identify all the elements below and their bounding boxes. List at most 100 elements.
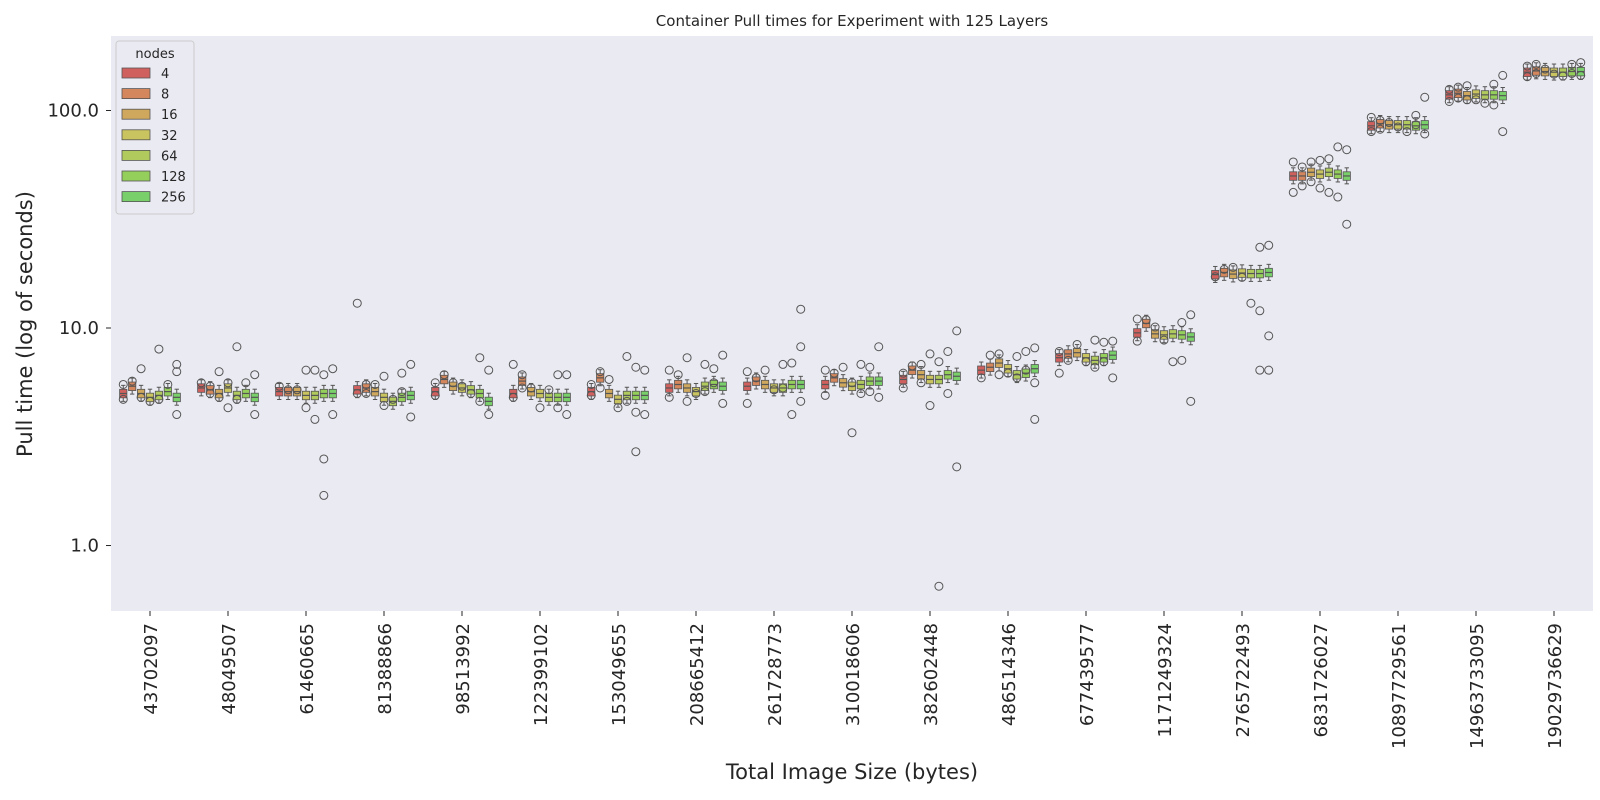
outlier-point (709, 364, 719, 374)
legend-label: 8 (161, 88, 169, 103)
box-128-81388866 (397, 368, 407, 406)
outlier-point (640, 365, 650, 375)
box-8-48049507 (205, 381, 215, 399)
outlier-point (1471, 95, 1481, 105)
outlier-point (508, 392, 518, 402)
box-32-10897729561 (1393, 116, 1403, 134)
outlier-point (994, 349, 1004, 359)
box-8-43702097 (127, 376, 137, 395)
outlier-point (925, 401, 935, 411)
legend-swatch (121, 108, 151, 120)
outlier-point (751, 373, 761, 383)
box-16-261728773 (760, 365, 770, 393)
outlier-point (640, 410, 650, 420)
outlier-point (1489, 79, 1499, 89)
outlier-point (1108, 336, 1118, 346)
outlier-point (241, 378, 251, 388)
box-64-382602448 (934, 357, 944, 591)
outlier-point (196, 378, 206, 388)
outlier-point (769, 385, 779, 395)
outlier-point (1375, 124, 1385, 134)
box-256-261728773 (796, 304, 806, 406)
outlier-point (517, 383, 527, 393)
outlier-point (952, 326, 962, 336)
x-tick-label: 261728773 (765, 623, 786, 726)
legend-label: 16 (161, 108, 178, 123)
x-axis-ticks: 43702097 48049507 61460665 81388866 98513992… (141, 611, 1566, 749)
box-16-19029736629 (1540, 62, 1550, 80)
outlier-point (379, 401, 389, 411)
box-4-153049655 (586, 379, 596, 400)
outlier-point (1567, 68, 1577, 78)
outlier-point (1072, 339, 1082, 349)
outlier-point (430, 378, 440, 388)
box-4-10897729561 (1366, 112, 1376, 137)
outlier-point (1108, 373, 1118, 383)
box-16-1171249324 (1150, 322, 1160, 343)
box-4-61460665 (274, 381, 284, 400)
outlier-point (664, 392, 674, 402)
box-8-208665412 (673, 370, 683, 393)
outlier-point (604, 374, 614, 384)
x-tick-label: 19029736629 (1545, 623, 1566, 749)
outlier-point (820, 390, 830, 400)
outlier-point (1540, 64, 1550, 74)
legend-label: 64 (161, 149, 178, 164)
box-32-98513992 (457, 379, 467, 397)
outlier-point (1255, 242, 1265, 252)
outlier-point (1315, 183, 1325, 193)
outlier-point (379, 371, 389, 381)
box-16-310018606 (838, 362, 848, 392)
box-8-122399102 (517, 370, 527, 393)
outlier-point (664, 365, 674, 375)
box-256-2765722493 (1264, 240, 1274, 375)
box-256-6831726027 (1342, 145, 1352, 229)
outlier-point (544, 385, 554, 395)
box-8-153049655 (595, 367, 605, 393)
outlier-point (1237, 272, 1247, 282)
x-tick-label: 122399102 (531, 623, 552, 726)
box-64-486514346 (1012, 351, 1022, 384)
box-16-677439577 (1072, 339, 1082, 362)
box-32-261728773 (769, 379, 779, 397)
outlier-point (553, 403, 563, 413)
box-16-14963733095 (1462, 81, 1472, 105)
box-16-382602448 (916, 359, 926, 388)
box-16-81388866 (370, 379, 380, 400)
y-tick-label: 100.0 (47, 100, 99, 121)
outlier-point (466, 388, 476, 398)
outlier-point (865, 362, 875, 372)
box-16-122399102 (526, 382, 536, 400)
outlier-point (829, 368, 839, 378)
outlier-point (595, 383, 605, 393)
x-tick-label: 486514346 (999, 623, 1020, 726)
outlier-point (1576, 70, 1586, 80)
box-128-310018606 (865, 362, 875, 397)
outlier-point (1342, 145, 1352, 155)
outlier-point (562, 370, 572, 380)
outlier-point (301, 365, 311, 375)
box-256-382602448 (952, 326, 962, 472)
box-8-2765722493 (1219, 263, 1229, 281)
outlier-point (700, 359, 710, 369)
outlier-point (1186, 396, 1196, 406)
box-4-677439577 (1054, 346, 1064, 378)
plot-area (111, 36, 1593, 611)
box-64-1171249324 (1168, 325, 1178, 367)
box-4-122399102 (508, 359, 518, 402)
outlier-point (1081, 357, 1091, 367)
outlier-point (1219, 264, 1229, 274)
outlier-point (874, 392, 884, 402)
outlier-point (250, 410, 260, 420)
box-16-43702097 (136, 364, 146, 402)
box-8-6831726027 (1297, 162, 1307, 191)
box-8-61460665 (283, 382, 293, 400)
box-256-98513992 (484, 365, 494, 420)
outlier-point (718, 398, 728, 408)
box-256-48049507 (250, 370, 260, 420)
outlier-point (874, 342, 884, 352)
outlier-point (250, 370, 260, 380)
outlier-point (1522, 61, 1532, 71)
outlier-point (1522, 72, 1532, 82)
